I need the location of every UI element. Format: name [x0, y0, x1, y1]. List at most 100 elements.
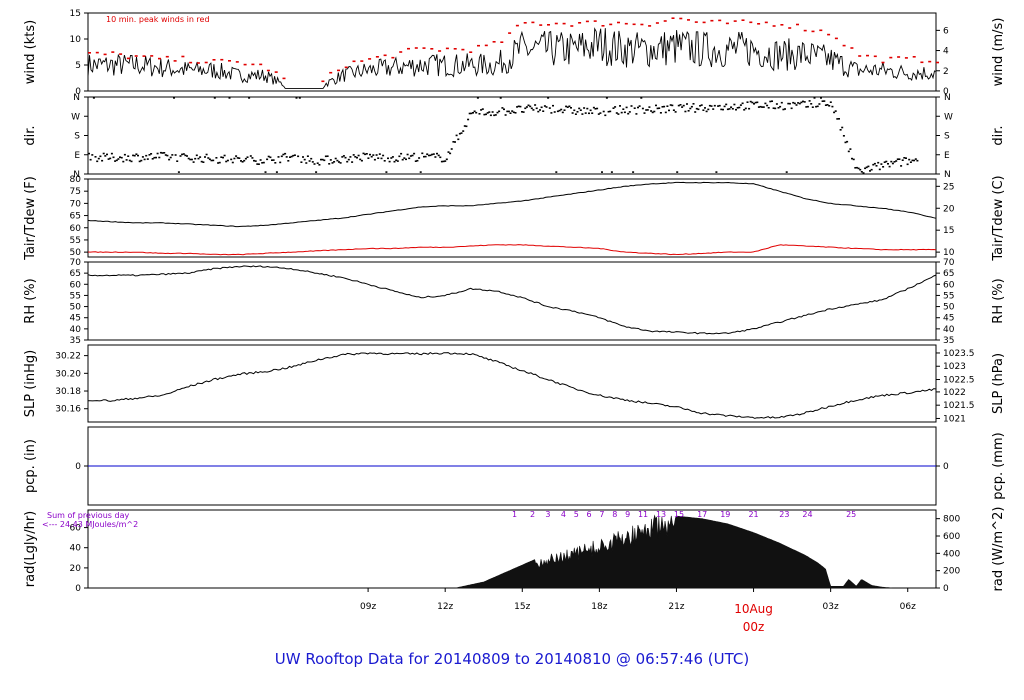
pressure-ytick-label-right: 1023.5	[943, 349, 975, 359]
direction-point	[297, 155, 300, 158]
direction-point	[253, 159, 255, 162]
humidity-ylabel-left: RH (%)	[23, 278, 38, 323]
direction-point	[377, 157, 380, 159]
wind-peak-marker	[368, 58, 372, 60]
direction-point	[704, 107, 706, 109]
direction-point	[328, 163, 331, 165]
direction-point	[97, 157, 100, 160]
direction-point	[91, 154, 94, 156]
direction-point	[669, 104, 672, 106]
direction-point	[416, 159, 419, 162]
humidity-ytick-label-right: 40	[943, 325, 955, 335]
direction-point	[507, 110, 510, 113]
direction-point	[561, 111, 564, 114]
direction-point	[228, 97, 231, 99]
direction-ytick-label-left: E	[74, 151, 80, 161]
humidity-ytick-label-right: 70	[943, 258, 955, 268]
direction-point	[476, 97, 479, 99]
direction-point	[780, 101, 783, 104]
direction-point	[725, 103, 728, 106]
direction-point	[380, 157, 383, 160]
direction-point	[785, 171, 788, 173]
direction-point	[775, 103, 778, 105]
wind-peak-marker	[881, 61, 885, 64]
direction-point	[566, 106, 569, 108]
direction-point	[347, 158, 350, 161]
humidity-ytick-label-left: 40	[70, 325, 82, 335]
direction-point	[444, 160, 447, 162]
direction-ytick-label-left: N	[73, 170, 80, 180]
wind-peak-marker	[196, 62, 200, 64]
direction-point	[625, 106, 628, 109]
wind-peak-marker	[655, 22, 659, 24]
precipitation-ytick-label-right: 0	[943, 462, 949, 472]
direction-point	[736, 107, 739, 109]
direction-point	[757, 106, 760, 108]
direction-point	[578, 107, 581, 110]
direction-point	[447, 151, 450, 153]
humidity-ytick-label-left: 50	[70, 303, 82, 313]
direction-point	[292, 154, 295, 157]
direction-point	[127, 155, 130, 157]
humidity-ytick-label-left: 55	[70, 291, 81, 301]
temperature-ytick-label-left: 75	[70, 187, 81, 197]
direction-point	[220, 156, 223, 158]
radiation-ytick-label-right: 800	[943, 515, 960, 525]
direction-point	[588, 112, 590, 115]
direction-point	[501, 107, 504, 109]
direction-point	[202, 161, 205, 163]
direction-point	[346, 160, 349, 163]
direction-point	[589, 109, 592, 112]
direction-point	[240, 160, 242, 162]
direction-point	[391, 156, 394, 158]
direction-point	[834, 110, 837, 112]
radiation-uv-label: 17	[697, 510, 707, 519]
wind-peak-marker	[741, 19, 745, 21]
direction-point	[805, 106, 808, 108]
direction-point	[362, 152, 365, 155]
direction-point	[195, 154, 198, 157]
wind-peak-marker	[344, 66, 348, 69]
direction-point	[489, 114, 492, 117]
direction-point	[440, 160, 443, 163]
direction-point	[753, 103, 755, 105]
wind-peak-marker	[461, 48, 465, 51]
direction-point	[509, 112, 512, 114]
pressure-ytick-label-right: 1023	[943, 362, 966, 372]
wind-peak-marker	[609, 23, 613, 26]
radiation-ytick-label-right: 0	[943, 584, 949, 594]
direction-point	[141, 156, 144, 158]
wind-peak-marker	[827, 33, 831, 36]
direction-point	[648, 106, 651, 108]
direction-point	[182, 153, 185, 155]
direction-point	[911, 159, 914, 162]
direction-point	[681, 106, 684, 108]
direction-point	[836, 118, 839, 120]
radiation-uv-label: 5	[574, 510, 579, 519]
direction-point	[759, 105, 762, 108]
direction-point	[521, 111, 523, 113]
direction-point	[905, 157, 907, 159]
direction-point	[342, 155, 345, 157]
direction-point	[741, 102, 744, 105]
wind-ytick-label-right: 4	[943, 47, 949, 57]
wind-ytick-label-left: 10	[70, 35, 82, 45]
direction-point	[808, 100, 811, 102]
radiation-uv-label: 13	[656, 510, 666, 519]
direction-point	[864, 167, 867, 170]
time-axis-label: 09z	[360, 602, 376, 612]
direction-point	[311, 161, 314, 163]
direction-point	[540, 106, 543, 109]
direction-point	[749, 100, 752, 103]
time-axis-label: 12z	[437, 602, 453, 612]
direction-point	[106, 153, 108, 156]
direction-point	[104, 155, 107, 157]
direction-point	[467, 118, 470, 121]
direction-point	[159, 151, 162, 154]
direction-point	[481, 108, 484, 110]
wind-peak-marker	[111, 51, 115, 53]
direction-point	[895, 160, 898, 162]
radiation-uv-label: 23	[779, 510, 789, 519]
direction-point	[320, 158, 322, 161]
radiation-uv-label: 7	[599, 510, 604, 519]
